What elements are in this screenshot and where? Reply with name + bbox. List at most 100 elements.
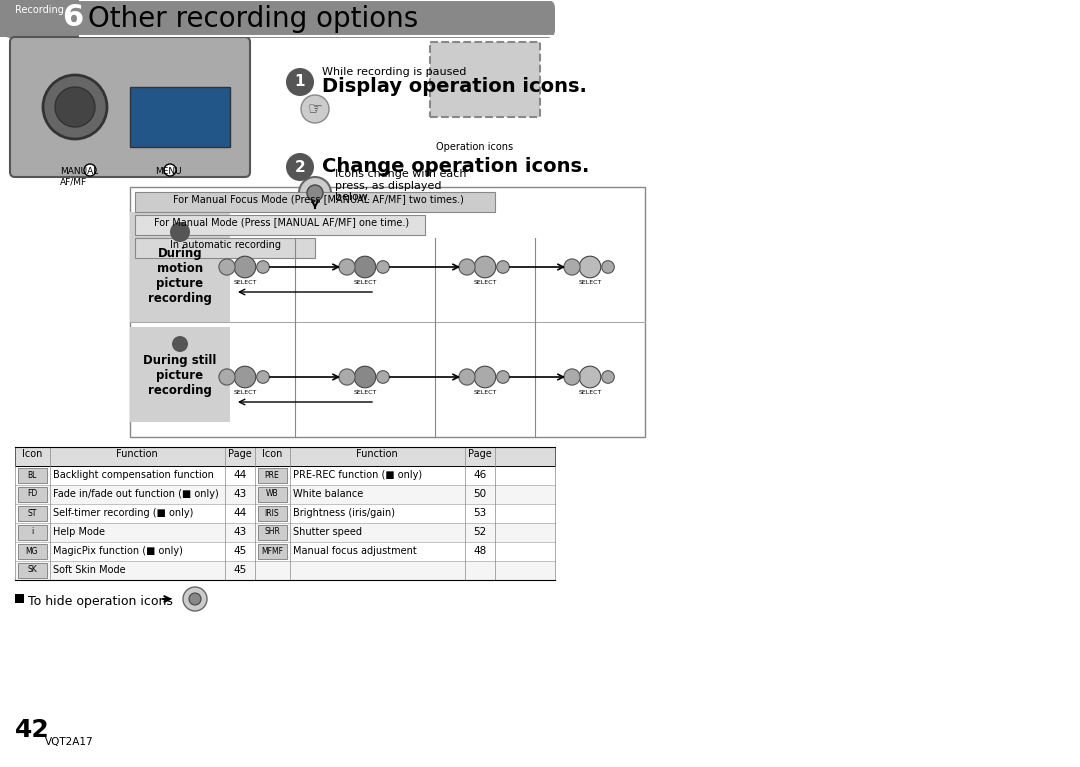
Bar: [130, 212, 230, 322]
Circle shape: [257, 370, 269, 384]
Circle shape: [299, 177, 330, 209]
Text: WB: WB: [478, 247, 492, 256]
Bar: [15, 542, 555, 561]
Text: PREC: PREC: [354, 357, 376, 366]
Text: ST: ST: [27, 509, 37, 518]
Circle shape: [257, 261, 269, 273]
Text: Function: Function: [356, 449, 397, 459]
Circle shape: [84, 164, 96, 176]
Text: Self-timer recording (■ only): Self-timer recording (■ only): [53, 508, 193, 518]
Circle shape: [602, 261, 615, 273]
Text: In automatic recording: In automatic recording: [170, 240, 281, 250]
Circle shape: [189, 593, 201, 605]
Bar: [135, 238, 315, 258]
Circle shape: [354, 256, 376, 278]
Text: SELECT: SELECT: [233, 390, 257, 394]
Text: MANUAL
AF/MF: MANUAL AF/MF: [60, 167, 98, 186]
Circle shape: [459, 369, 475, 385]
Bar: [258, 544, 287, 559]
Bar: [130, 87, 230, 147]
Text: Page: Page: [468, 449, 491, 459]
Text: For Manual Mode (Press [MANUAL AF/MF] one time.): For Manual Mode (Press [MANUAL AF/MF] on…: [154, 217, 409, 227]
Circle shape: [602, 370, 615, 384]
Text: SHR: SHR: [265, 528, 280, 536]
Text: 45: 45: [233, 546, 246, 556]
Text: 2: 2: [295, 160, 306, 175]
Bar: [0, 0, 561, 37]
Circle shape: [172, 336, 188, 352]
Circle shape: [234, 256, 256, 278]
Bar: [258, 506, 287, 521]
Bar: [15, 447, 555, 466]
Text: SELECT: SELECT: [353, 390, 377, 394]
Text: To hide operation icons: To hide operation icons: [28, 595, 173, 608]
Circle shape: [354, 366, 376, 388]
Text: SELECT: SELECT: [233, 280, 257, 285]
Text: Function: Function: [117, 449, 158, 459]
Text: SELECT: SELECT: [578, 280, 602, 285]
Text: 42: 42: [15, 718, 50, 742]
Bar: [135, 192, 495, 212]
Circle shape: [164, 164, 176, 176]
Text: Display operation icons.: Display operation icons.: [322, 77, 586, 96]
Bar: [540, 0, 570, 37]
Circle shape: [474, 366, 496, 388]
Circle shape: [286, 68, 314, 96]
Text: 48: 48: [473, 546, 487, 556]
Circle shape: [339, 259, 355, 275]
Circle shape: [377, 370, 389, 384]
Text: 1: 1: [295, 74, 306, 90]
Text: Page: Page: [228, 449, 252, 459]
Bar: [15, 504, 555, 523]
Bar: [258, 487, 287, 502]
Text: 50: 50: [473, 489, 487, 499]
Circle shape: [474, 256, 496, 278]
FancyBboxPatch shape: [3, 0, 555, 38]
Bar: [15, 466, 555, 485]
Bar: [15, 561, 555, 580]
Text: MF: MF: [583, 247, 596, 256]
Text: BL: BL: [27, 470, 37, 479]
Text: Icon: Icon: [261, 449, 282, 459]
Circle shape: [497, 261, 510, 273]
Text: VQT2A17: VQT2A17: [45, 737, 94, 747]
Text: Help Mode: Help Mode: [53, 527, 105, 537]
Text: i: i: [31, 528, 33, 536]
Text: Icons change with each
press, as displayed
below.: Icons change with each press, as display…: [335, 169, 467, 202]
Bar: [135, 215, 426, 235]
Circle shape: [183, 587, 207, 611]
Bar: [15, 523, 555, 542]
Text: SELECT: SELECT: [473, 390, 497, 394]
Bar: [430, 42, 540, 117]
Text: 44: 44: [233, 470, 246, 480]
Text: Shutter speed: Shutter speed: [293, 527, 362, 537]
Bar: [15, 485, 555, 504]
Circle shape: [579, 366, 600, 388]
Text: Manual focus adjustment: Manual focus adjustment: [293, 546, 417, 556]
Text: FD: FD: [27, 489, 37, 499]
Text: MF: MF: [583, 357, 596, 366]
Circle shape: [377, 261, 389, 273]
Text: Fade in/fade out function (■ only): Fade in/fade out function (■ only): [53, 489, 219, 499]
Text: 46: 46: [473, 470, 487, 480]
Circle shape: [219, 259, 235, 275]
Text: WB: WB: [478, 357, 492, 366]
Bar: [258, 525, 287, 540]
Text: 52: 52: [473, 527, 487, 537]
Bar: [130, 187, 645, 437]
Text: IRIS: IRIS: [265, 509, 280, 518]
Circle shape: [307, 185, 323, 201]
Text: During
motion
picture
recording: During motion picture recording: [148, 247, 212, 305]
Text: 43: 43: [233, 527, 246, 537]
Circle shape: [43, 75, 107, 139]
Text: 45: 45: [233, 565, 246, 575]
Bar: [18, 468, 48, 483]
Bar: [18, 487, 48, 502]
Text: SELECT: SELECT: [353, 280, 377, 285]
Text: MFMF: MFMF: [261, 547, 283, 555]
Bar: [258, 468, 287, 483]
Circle shape: [459, 259, 475, 275]
Circle shape: [564, 259, 580, 275]
Circle shape: [564, 369, 580, 385]
Text: While recording is paused: While recording is paused: [322, 67, 467, 77]
